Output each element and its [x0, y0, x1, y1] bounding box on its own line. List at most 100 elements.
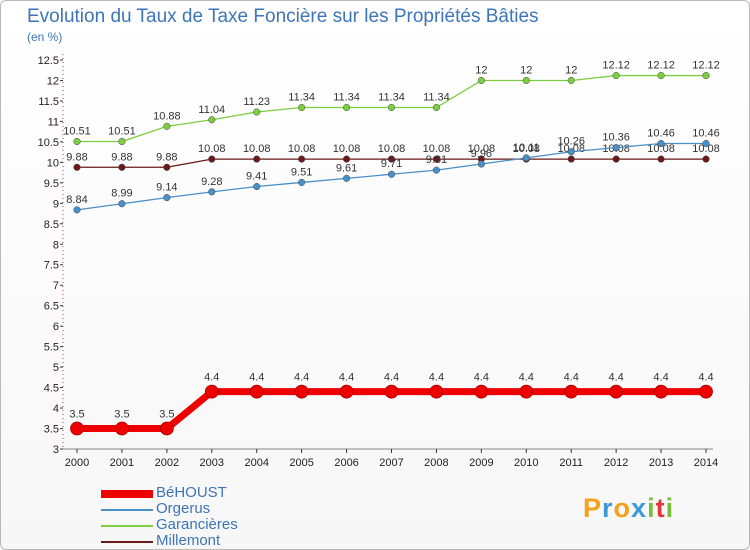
data-label: 10.36	[602, 132, 630, 144]
logo-letter: P	[583, 493, 603, 523]
data-point	[477, 76, 485, 85]
data-point	[699, 384, 713, 399]
data-label: 9.14	[156, 182, 177, 194]
chart-title: Evolution du Taux de Taxe Foncière sur l…	[27, 6, 539, 27]
data-label: 9.88	[111, 151, 132, 163]
x-tick-label: 2008	[424, 457, 448, 469]
y-tick-label: 8	[53, 239, 59, 251]
data-point	[564, 384, 579, 399]
data-label: 9.96	[471, 148, 492, 160]
data-label: 9.81	[426, 154, 447, 166]
data-point	[474, 384, 489, 399]
data-point	[477, 160, 485, 168]
data-label: 11.34	[378, 91, 405, 103]
data-label: 4.4	[564, 372, 579, 384]
data-label: 9.71	[381, 158, 402, 170]
y-tick-label: 4	[53, 403, 59, 415]
logo-letter: i	[665, 493, 675, 523]
data-point	[522, 154, 530, 162]
data-point	[118, 163, 126, 171]
data-point	[298, 155, 306, 163]
data-point	[657, 139, 665, 148]
data-point	[73, 206, 81, 214]
data-point	[249, 384, 264, 399]
data-point	[253, 155, 261, 163]
data-point	[567, 155, 575, 163]
data-point	[429, 384, 444, 399]
y-tick-label: 11	[48, 116, 59, 128]
data-label: 3.5	[69, 409, 84, 421]
data-label: 10.46	[647, 128, 675, 140]
data-label: 11.23	[243, 96, 270, 108]
data-point	[609, 384, 624, 399]
data-point	[522, 76, 530, 85]
legend-label: Millemont	[156, 532, 221, 549]
y-tick-label: 6	[53, 321, 59, 333]
legend-swatch	[101, 509, 153, 511]
y-tick-label: 12.5	[38, 55, 59, 67]
x-tick-label: 2000	[65, 457, 89, 469]
data-label: 9.88	[156, 151, 177, 163]
data-point	[702, 155, 710, 163]
data-label: 4.4	[608, 372, 623, 384]
y-tick-label: 7.5	[44, 260, 59, 272]
data-point	[159, 421, 174, 436]
x-tick-label: 2005	[289, 457, 313, 469]
data-label: 10.88	[153, 110, 181, 122]
legend-label: BéHOUST	[156, 484, 227, 501]
y-tick-label: 12	[47, 75, 59, 87]
y-tick-label: 10.5	[38, 137, 59, 149]
y-unit-label: (en %)	[27, 30, 63, 44]
data-point	[298, 178, 306, 186]
data-label: 10.46	[692, 128, 720, 140]
x-tick-label: 2011	[559, 457, 583, 469]
logo-letter: o	[613, 493, 632, 523]
data-point	[294, 384, 309, 399]
data-label: 8.99	[111, 188, 132, 200]
data-label: 10.08	[243, 143, 271, 155]
y-tick-label: 4.5	[44, 383, 59, 395]
x-tick-label: 2009	[469, 457, 493, 469]
data-point	[204, 384, 219, 399]
y-tick-label: 10	[47, 157, 59, 169]
y-tick-label: 8.5	[44, 219, 59, 231]
data-label: 12	[565, 64, 577, 76]
data-label: 9.41	[246, 171, 267, 183]
data-point	[702, 72, 710, 80]
legend-label: Garancières	[156, 516, 238, 533]
data-point	[657, 155, 665, 163]
data-label: 10.08	[423, 143, 451, 155]
data-label: 12.12	[647, 60, 675, 72]
data-point	[343, 103, 351, 112]
data-point	[654, 384, 668, 399]
x-tick-label: 2010	[514, 457, 538, 469]
data-label: 9.28	[201, 176, 222, 188]
data-point	[343, 174, 351, 182]
data-point	[115, 421, 129, 436]
data-point	[387, 170, 396, 178]
data-label: 4.4	[339, 372, 354, 384]
y-tick-label: 11.5	[38, 96, 59, 108]
data-point	[70, 421, 84, 436]
data-label: 10.08	[647, 143, 675, 155]
data-point	[343, 155, 351, 163]
y-tick-label: 3	[53, 444, 59, 456]
data-label: 9.61	[336, 162, 357, 174]
data-point	[612, 72, 620, 80]
x-tick-label: 2004	[244, 457, 268, 469]
data-point	[567, 148, 575, 156]
data-point	[163, 163, 171, 171]
y-tick-label: 9	[53, 198, 59, 210]
data-point	[384, 384, 399, 399]
data-label: 4.4	[204, 372, 219, 384]
data-point	[163, 122, 171, 130]
data-point	[253, 108, 261, 116]
data-label: 4.4	[384, 372, 399, 384]
x-tick-label: 2007	[379, 457, 403, 469]
data-point	[387, 103, 396, 112]
data-point	[432, 103, 440, 112]
data-point	[657, 72, 665, 80]
data-point	[339, 384, 354, 399]
data-label: 10.08	[333, 143, 361, 155]
